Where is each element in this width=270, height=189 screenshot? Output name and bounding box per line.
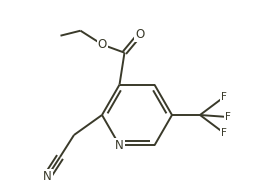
Text: F: F bbox=[221, 92, 227, 102]
Text: O: O bbox=[135, 28, 144, 41]
Text: F: F bbox=[225, 112, 231, 122]
Text: N: N bbox=[43, 170, 51, 184]
Text: O: O bbox=[98, 38, 107, 51]
Text: N: N bbox=[115, 139, 124, 152]
Text: F: F bbox=[221, 128, 227, 138]
